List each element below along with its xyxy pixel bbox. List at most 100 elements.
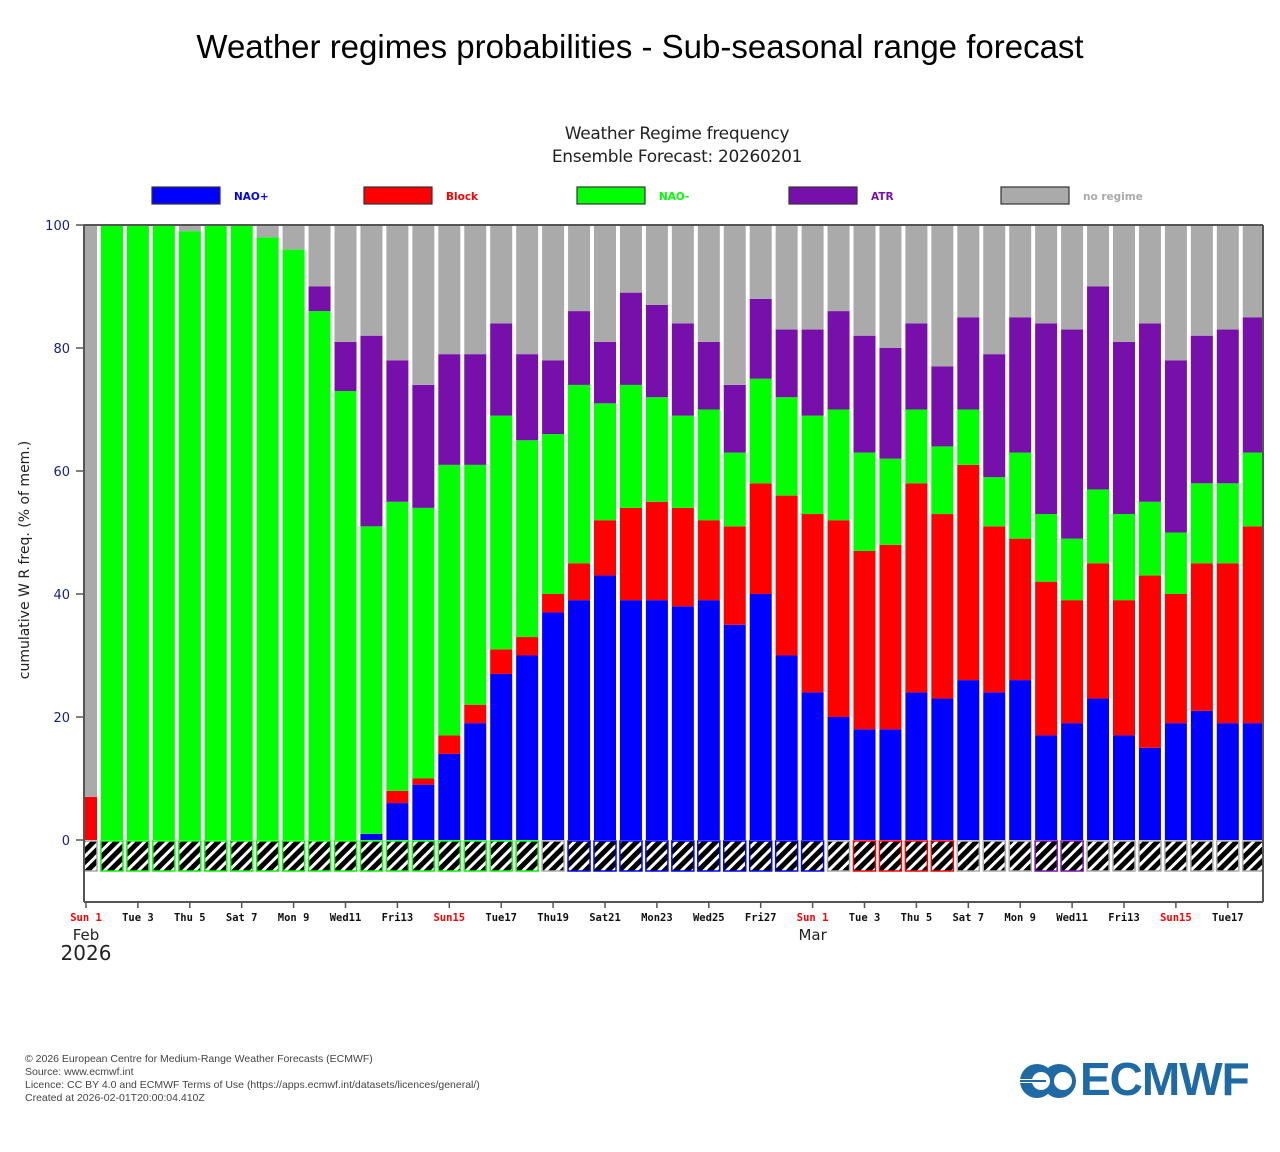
licence-text: Licence: CC BY 4.0 and ECMWF Terms of Us… — [25, 1079, 480, 1091]
regime-chart: NAO+ Block NAO- ATR no regime 0 20 40 60 80 100 Su… — [17, 186, 1264, 965]
bar-segment-nao- — [749, 378, 772, 484]
bar-segment-atr — [671, 323, 694, 416]
legend-label: Block — [446, 191, 479, 203]
bar-segment-nao- — [1216, 723, 1239, 840]
y-tick-label: 60 — [53, 465, 70, 480]
bar-segment-nao- — [1009, 452, 1032, 539]
bar-segment-nao- — [723, 452, 746, 527]
bar-segment-block — [1138, 575, 1161, 748]
bar-segment-block — [645, 501, 668, 601]
bar-segment-block — [931, 514, 954, 699]
bar-segment-no-regime — [619, 225, 642, 293]
legend-swatch — [363, 186, 433, 205]
x-tick-label: Sun15 — [1160, 912, 1192, 924]
bar-segment-nao- — [1164, 532, 1187, 594]
bar-segment-atr — [1113, 341, 1135, 515]
dominant-regime-box — [463, 840, 487, 872]
legend: NAO+ Block NAO- ATR no regime — [151, 186, 1143, 205]
bar-segment-no-regime — [697, 225, 720, 342]
dominant-regime-box — [1008, 840, 1032, 872]
bar-segment-nao- — [1216, 483, 1239, 564]
bar-segment-atr — [1216, 329, 1239, 484]
x-tick-label: Mon 9 — [1004, 912, 1036, 924]
bar-segment-nao- — [568, 384, 591, 564]
bar-segment-block — [1216, 563, 1239, 724]
bar-segment-block — [85, 796, 97, 840]
dominant-regime-box — [1190, 840, 1214, 872]
bar-segment-nao- — [1138, 747, 1161, 840]
month-label: Feb — [73, 926, 100, 944]
bar-segment-no-regime — [671, 225, 694, 324]
bar-segment-nao- — [905, 692, 928, 840]
dominant-regime-box — [85, 840, 98, 872]
legend-label: no regime — [1083, 191, 1143, 203]
dominant-regime-box — [878, 840, 903, 872]
dominant-regime-box — [359, 840, 384, 872]
bar-segment-block — [827, 520, 850, 717]
dominant-regime-box — [723, 840, 747, 872]
ecmwf-logo-icon — [1018, 1064, 1076, 1098]
bar-segment-nao- — [386, 501, 409, 791]
bar-segment-nao- — [983, 692, 1006, 840]
bar-segment-atr — [490, 323, 513, 416]
chart-subtitle: Ensemble Forecast: 20260201 — [551, 147, 803, 167]
axes: 0 20 40 60 80 100 Sun 1 Tue 3 Thu 5 Sat 7 Mon 9 Wed… — [45, 219, 1264, 965]
bar-segment-atr — [1242, 317, 1263, 453]
x-tick-label: Fri27 — [745, 912, 777, 924]
bar-segment-nao- — [1113, 514, 1135, 601]
x-tick-label: Sat 7 — [952, 912, 984, 924]
bar-segment-no-regime — [1009, 225, 1032, 318]
year-label: 2026 — [61, 941, 112, 965]
x-tick-label: Tue 3 — [849, 912, 881, 924]
bar-segment-nao- — [853, 452, 876, 551]
dominant-regime-box — [1164, 840, 1188, 872]
ecmwf-logo: ECMWF — [1018, 1053, 1258, 1105]
copyright-text: © 2026 European Centre for Medium-Range … — [25, 1053, 373, 1065]
legend-label: NAO- — [659, 191, 689, 203]
bar-segment-nao- — [697, 409, 720, 521]
legend-swatch — [576, 186, 646, 205]
bar-segment-atr — [853, 335, 876, 453]
bar-segment-nao- — [230, 225, 253, 840]
bar-segment-no-regime — [178, 225, 201, 232]
bar-segment-nao- — [645, 600, 668, 840]
bar-segment-no-regime — [879, 225, 902, 348]
bar-segment-block — [594, 520, 616, 576]
x-tick-label: Fri13 — [382, 912, 414, 924]
dominant-regime-box — [489, 840, 513, 872]
bar-segment-nao- — [1242, 452, 1263, 527]
bar-segment-no-regime — [1242, 225, 1263, 318]
bar-segment-nao- — [801, 415, 824, 515]
bar-segment-block — [412, 778, 435, 785]
bar-segment-nao- — [438, 464, 461, 736]
y-tick-label: 100 — [45, 219, 70, 234]
bar-segment-atr — [1164, 360, 1187, 533]
x-tick-label: Wed11 — [330, 912, 362, 924]
bar-segment-block — [1087, 563, 1110, 699]
bar-segment-atr — [516, 354, 539, 441]
legend-label: NAO+ — [234, 191, 269, 203]
bar-segment-atr — [801, 329, 824, 416]
bar-segment-nao- — [879, 729, 902, 840]
dominant-regime-box — [982, 840, 1006, 872]
bar-segment-no-regime — [256, 225, 279, 238]
bar-segment-atr — [697, 341, 720, 410]
bar-segment-nao- — [827, 409, 850, 521]
dominant-regime-box — [567, 840, 591, 872]
bar-segment-nao- — [100, 225, 123, 840]
bar-segment-atr — [308, 286, 331, 312]
dominant-regime-box — [152, 840, 176, 872]
bar-segment-nao- — [671, 415, 694, 508]
bar-segment-nao- — [334, 391, 357, 840]
bar-segment-atr — [542, 360, 565, 435]
x-tick-label: Tue17 — [1212, 912, 1244, 924]
bar-segment-nao- — [1035, 735, 1058, 840]
bar-segment-block — [801, 514, 824, 693]
bar-segment-no-regime — [386, 225, 409, 361]
bar-segment-block — [1242, 526, 1263, 724]
bar-segment-no-regime — [775, 225, 798, 330]
dominant-regime-box — [645, 840, 669, 872]
bar-segment-atr — [464, 354, 487, 465]
bar-segment-nao- — [1061, 538, 1084, 601]
bar-segment-atr — [957, 317, 980, 410]
